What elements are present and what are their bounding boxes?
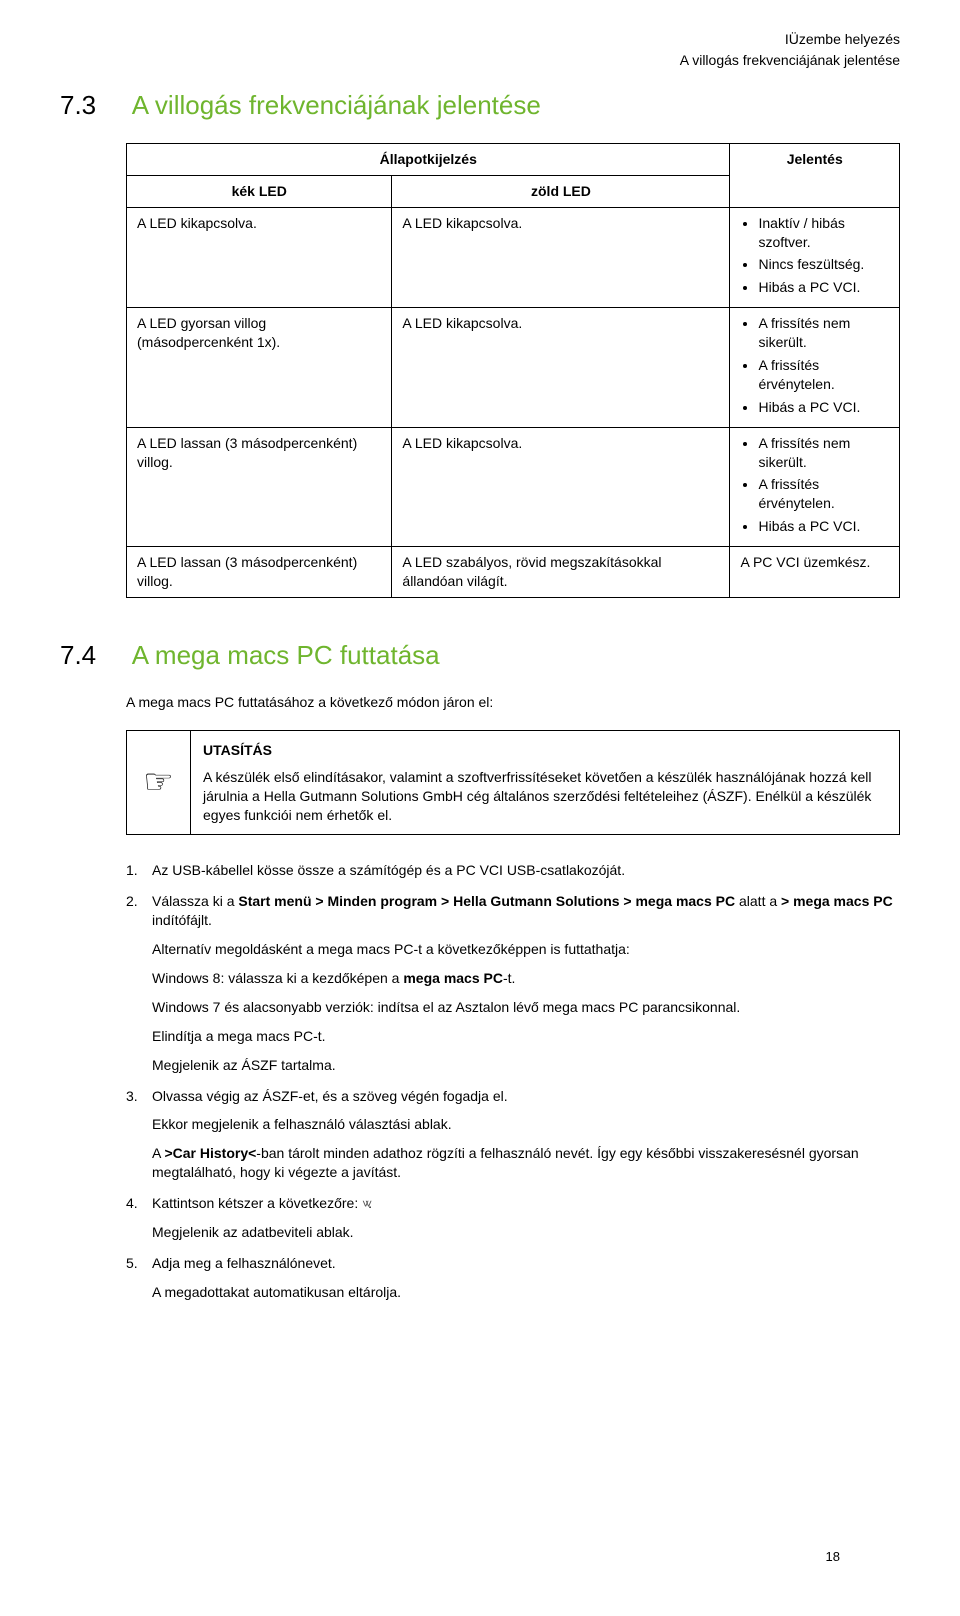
bold-text: Start menü > Minden program > Hella Gutm…: [238, 893, 735, 909]
step-3-p2: Ekkor megjelenik a felhasználó választás…: [152, 1115, 900, 1134]
cell-green: A LED szabályos, rövid megszakításokkal …: [392, 547, 730, 598]
bold-text: >Car History<: [164, 1145, 256, 1161]
section-7-4-intro: A mega macs PC futtatásához a következő …: [126, 693, 900, 712]
steps-list: Az USB-kábellel kösse össze a számítógép…: [126, 861, 900, 1301]
text: alatt a: [735, 893, 781, 909]
text: Windows 8: válassza ki a kezdőképen a: [152, 970, 403, 986]
cell-blue: A LED kikapcsolva.: [127, 207, 392, 308]
section-7-4-heading: 7.4 A mega macs PC futtatása: [60, 638, 900, 673]
cell-meaning: Inaktív / hibás szoftver. Nincs feszülts…: [730, 207, 900, 308]
table-row: A LED lassan (3 másodpercenként) villog.…: [127, 547, 900, 598]
cell-meaning: A frissítés nem sikerült. A frissítés ér…: [730, 427, 900, 546]
cell-meaning: A PC VCI üzemkész.: [730, 547, 900, 598]
cell-meaning: A frissítés nem sikerült. A frissítés ér…: [730, 308, 900, 427]
text: -ban tárolt minden adathoz rögzíti a fel…: [152, 1145, 859, 1180]
note-title: UTASÍTÁS: [203, 741, 887, 760]
meaning-item: Hibás a PC VCI.: [758, 517, 889, 536]
cell-blue: A LED lassan (3 másodpercenként) villog.: [127, 547, 392, 598]
step-2-p6: Megjelenik az ÁSZF tartalma.: [152, 1056, 900, 1075]
section-7-4-number: 7.4: [60, 638, 126, 673]
table-row: A LED kikapcsolva. A LED kikapcsolva. In…: [127, 207, 900, 308]
status-table-col-green: zöld LED: [392, 175, 730, 207]
bold-text: mega macs PC: [403, 970, 503, 986]
page-number: 18: [826, 1548, 840, 1566]
meaning-item: Hibás a PC VCI.: [758, 398, 889, 417]
cell-green: A LED kikapcsolva.: [392, 308, 730, 427]
status-table-col-blue: kék LED: [127, 175, 392, 207]
text: Válassza ki a: [152, 893, 238, 909]
step-2-p3: Windows 8: válassza ki a kezdőképen a me…: [152, 969, 900, 988]
step-5: Adja meg a felhasználónevet. A megadotta…: [126, 1254, 900, 1302]
header-line-1: IÜzembe helyezés: [60, 30, 900, 49]
section-7-4-content: A mega macs PC futtatásához a következő …: [126, 693, 900, 1302]
step-4-text: Kattintson kétszer a következőre: ˅˅.: [152, 1194, 900, 1213]
note-text: A készülék első elindításakor, valamint …: [203, 768, 887, 825]
step-2-p2: Alternatív megoldásként a mega macs PC-t…: [152, 940, 900, 959]
section-7-3-number: 7.3: [60, 88, 126, 123]
step-3: Olvassa végig az ÁSZF-et, és a szöveg vé…: [126, 1087, 900, 1183]
meaning-item: A frissítés nem sikerült.: [758, 314, 889, 352]
table-row: A LED gyorsan villog (másodpercenként 1x…: [127, 308, 900, 427]
bold-text: > mega macs PC: [781, 893, 893, 909]
text: A: [152, 1145, 164, 1161]
header-line-2: A villogás frekvenciájának jelentése: [60, 51, 900, 70]
header-right-block: IÜzembe helyezés A villogás frekvenciájá…: [60, 30, 900, 70]
note-box: ☞ UTASÍTÁS A készülék első elindításakor…: [126, 730, 900, 836]
status-table-group-header: Állapotkijelzés: [127, 143, 730, 175]
cell-green: A LED kikapcsolva.: [392, 427, 730, 546]
step-4: Kattintson kétszer a következőre: ˅˅. Me…: [126, 1194, 900, 1242]
section-7-3-content: Állapotkijelzés Jelentés kék LED zöld LE…: [126, 143, 900, 598]
step-5-p2: A megadottakat automatikusan eltárolja.: [152, 1283, 900, 1302]
text: Kattintson kétszer a következőre:: [152, 1195, 362, 1211]
section-7-3-title: A villogás frekvenciájának jelentése: [132, 90, 541, 120]
meaning-item: A frissítés érvénytelen.: [758, 356, 889, 394]
step-2-p4: Windows 7 és alacsonyabb verziók: indíts…: [152, 998, 900, 1017]
meaning-item: Inaktív / hibás szoftver.: [758, 214, 889, 252]
meaning-item: A frissítés nem sikerült.: [758, 434, 889, 472]
step-2-text: Válassza ki a Start menü > Minden progra…: [152, 892, 900, 930]
status-table-col-meaning: Jelentés: [730, 143, 900, 207]
step-1-text: Az USB-kábellel kösse össze a számítógép…: [152, 861, 900, 880]
table-row: A LED lassan (3 másodpercenként) villog.…: [127, 427, 900, 546]
pointing-hand-icon: ☞: [127, 731, 191, 835]
note-body: UTASÍTÁS A készülék első elindításakor, …: [191, 731, 899, 835]
cell-green: A LED kikapcsolva.: [392, 207, 730, 308]
step-4-p2: Megjelenik az adatbeviteli ablak.: [152, 1223, 900, 1242]
cell-blue: A LED gyorsan villog (másodpercenként 1x…: [127, 308, 392, 427]
meaning-item: Nincs feszültség.: [758, 255, 889, 274]
text: -t.: [503, 970, 515, 986]
step-1: Az USB-kábellel kösse össze a számítógép…: [126, 861, 900, 880]
step-2-p5: Elindítja a mega macs PC-t.: [152, 1027, 900, 1046]
meaning-item: A frissítés érvénytelen.: [758, 475, 889, 513]
page: IÜzembe helyezés A villogás frekvenciájá…: [60, 30, 900, 1586]
step-2: Válassza ki a Start menü > Minden progra…: [126, 892, 900, 1074]
meaning-item: Hibás a PC VCI.: [758, 278, 889, 297]
section-7-3-heading: 7.3 A villogás frekvenciájának jelentése: [60, 88, 900, 123]
cell-blue: A LED lassan (3 másodpercenként) villog.: [127, 427, 392, 546]
text: .: [368, 1195, 372, 1211]
step-5-text: Adja meg a felhasználónevet.: [152, 1254, 900, 1273]
section-7-4-title: A mega macs PC futtatása: [132, 640, 440, 670]
step-3-p3: A >Car History<-ban tárolt minden adatho…: [152, 1144, 900, 1182]
step-3-text: Olvassa végig az ÁSZF-et, és a szöveg vé…: [152, 1087, 900, 1106]
status-table: Állapotkijelzés Jelentés kék LED zöld LE…: [126, 143, 900, 598]
text: indítófájlt.: [152, 912, 212, 928]
